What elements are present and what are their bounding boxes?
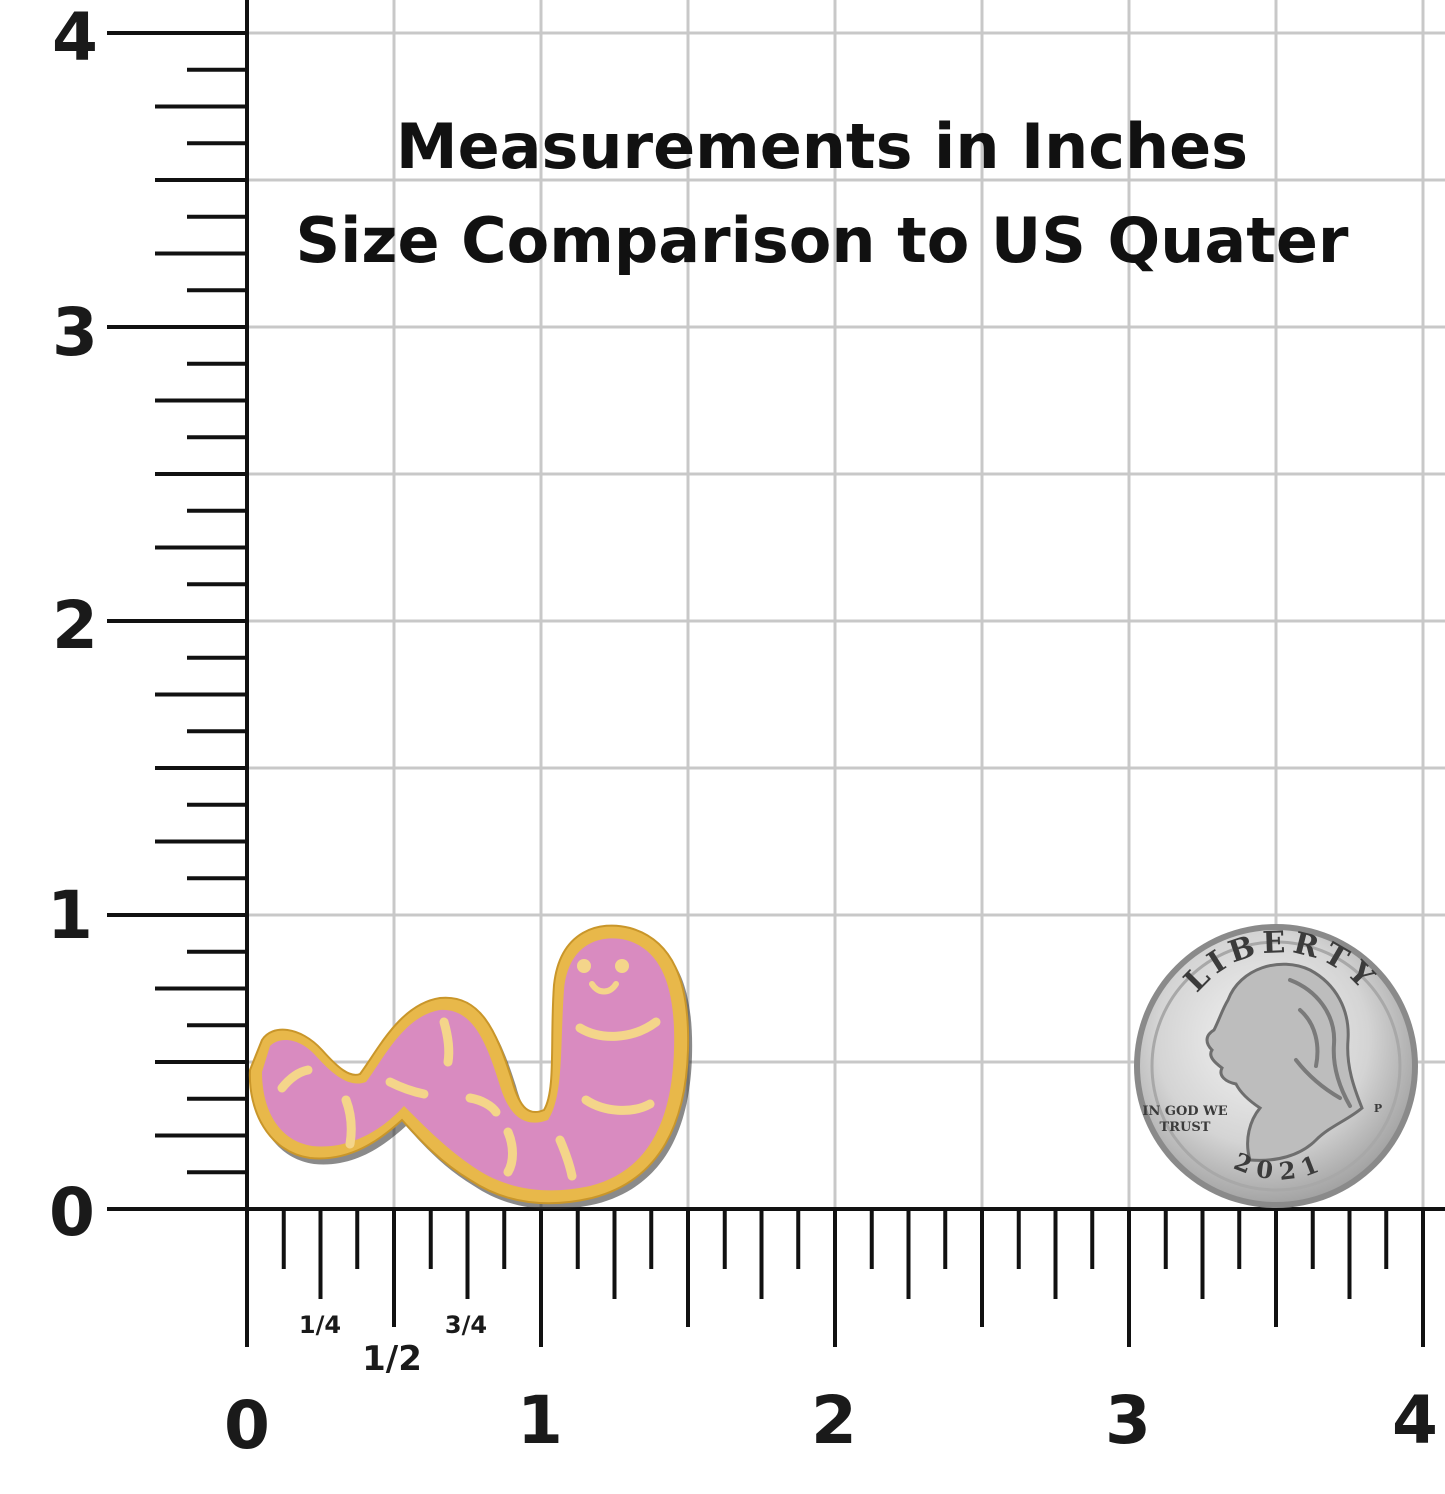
x-label-1: 1 <box>517 1382 563 1459</box>
vertical-ruler <box>107 0 249 1211</box>
x-label-0: 0 <box>224 1387 270 1464</box>
coin-motto-line-1: IN GOD WE <box>1142 1104 1227 1119</box>
y-label-3: 3 <box>52 294 98 371</box>
x-label-3: 3 <box>1105 1382 1151 1459</box>
y-label-2: 2 <box>52 587 98 664</box>
x-label-2: 2 <box>811 1382 857 1459</box>
coin-hair <box>1288 978 1352 1108</box>
worm-pin-face <box>577 959 629 995</box>
title-line-1: Measurements in Inches <box>396 110 1248 183</box>
coin-mint-mark: P <box>1374 1102 1382 1115</box>
worm-pin-stripes <box>277 1017 661 1181</box>
coin-rim <box>1150 940 1402 1192</box>
worm-eye-left <box>577 959 591 973</box>
y-label-0: 0 <box>49 1174 95 1251</box>
us-quarter-coin: LIBERTY IN GOD WE TRUST P 2021 <box>1134 924 1418 1208</box>
y-label-4: 4 <box>52 0 98 76</box>
fraction-label-three-quarter: 3/4 <box>445 1311 487 1339</box>
coin-portrait <box>1205 962 1364 1162</box>
fraction-label-half: 1/2 <box>362 1339 422 1379</box>
worm-eye-right <box>615 959 629 973</box>
horizontal-ruler <box>245 1207 1445 1347</box>
x-label-4: 4 <box>1392 1382 1438 1459</box>
title-line-2: Size Comparison to US Quater <box>296 204 1349 277</box>
worm-smile <box>589 981 619 995</box>
fraction-label-quarter: 1/4 <box>299 1311 341 1339</box>
coin-motto-line-2: TRUST <box>1160 1120 1211 1135</box>
worm-pin-body <box>262 938 675 1191</box>
worm-pin <box>248 924 693 1210</box>
y-label-1: 1 <box>47 877 93 954</box>
